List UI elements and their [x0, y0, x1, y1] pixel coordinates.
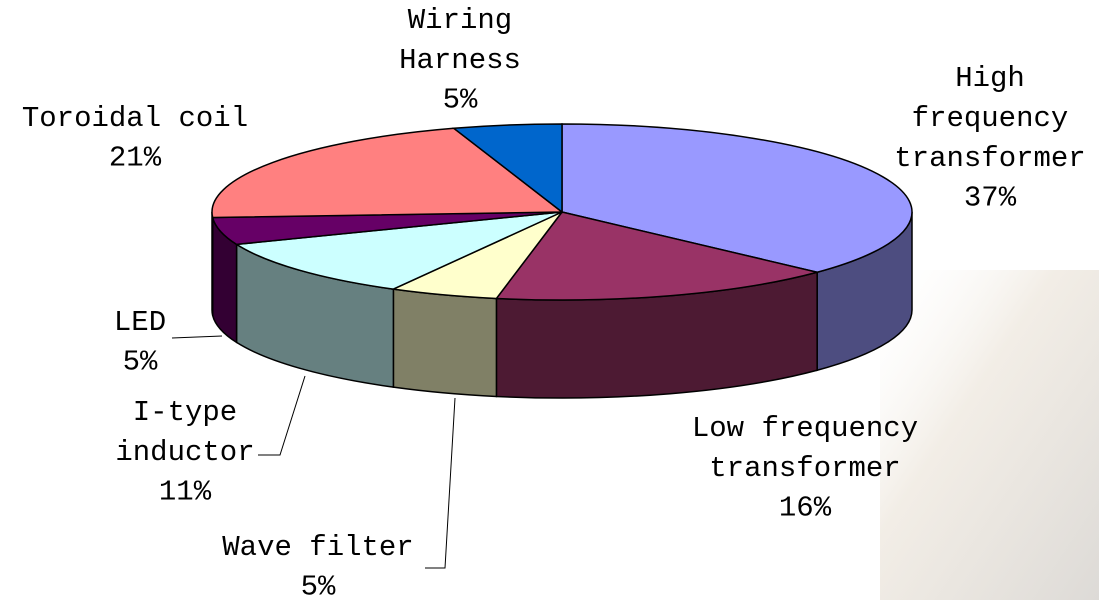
slice-value-label: 5% [301, 571, 336, 600]
pie-wall [393, 289, 496, 396]
leader-line [425, 398, 455, 568]
slice-value-label: 5% [123, 346, 158, 379]
slice-value-label: 21% [109, 142, 162, 175]
leader-line [258, 376, 305, 455]
slice-value-label: 16% [779, 492, 832, 525]
slice-value-label: 5% [443, 84, 478, 117]
leader-line [172, 336, 222, 338]
slice-label: Toroidal coil [22, 102, 248, 135]
slice-label: Wave filter [222, 531, 413, 564]
chart: Highfrequencytransformer37%Low frequency… [0, 0, 1099, 600]
slice-label: LED [114, 306, 166, 339]
slice-value-label: 11% [159, 476, 212, 509]
pie-wall [212, 212, 213, 316]
slice-value-label: 37% [964, 182, 1017, 215]
pie-tops [212, 124, 912, 300]
